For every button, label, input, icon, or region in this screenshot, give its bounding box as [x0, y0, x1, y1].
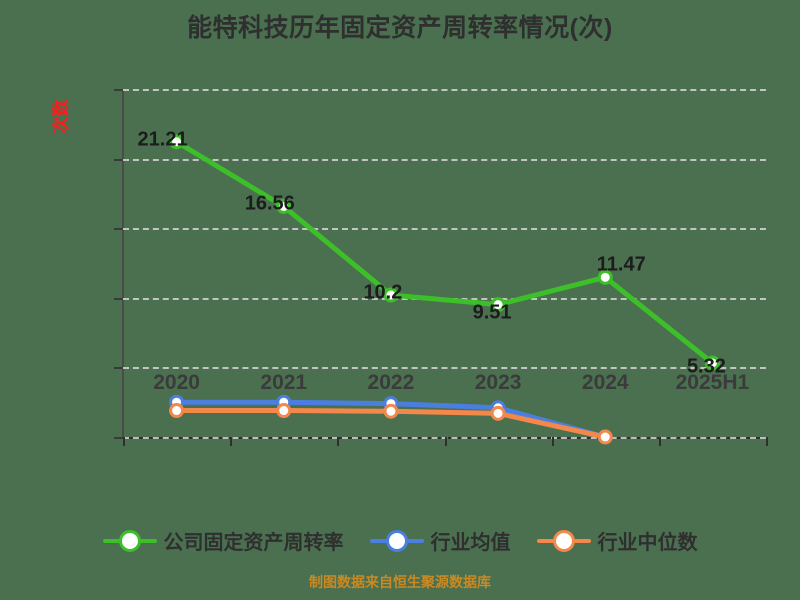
data-point-marker — [597, 269, 613, 285]
x-axis-label: 2023 — [474, 371, 522, 394]
x-axis-label: 2022 — [367, 371, 415, 394]
y-axis-tick — [114, 228, 123, 231]
legend-item-1[interactable]: 公司固定资产周转率 — [102, 526, 344, 555]
data-label: 9.51 — [472, 301, 512, 324]
x-axis-tick — [230, 437, 233, 446]
legend-marker-icon — [536, 528, 591, 552]
y-axis-tick — [114, 89, 123, 91]
data-label: 10.2 — [363, 281, 403, 304]
legend-marker-icon — [102, 528, 157, 552]
gridline — [123, 228, 766, 231]
legend-marker-icon — [369, 528, 424, 552]
data-label: 21.21 — [137, 128, 188, 151]
data-point-marker — [383, 287, 399, 303]
plot-area: 21.21 16.56 10.2 9.51 11.47 5.32 — [114, 89, 768, 446]
series-line — [174, 139, 715, 366]
legend-label: 行业均值 — [430, 531, 511, 554]
chart-legend: 公司固定资产周转率 行业均值 行业中位数 — [0, 512, 800, 568]
data-point-marker — [704, 355, 720, 371]
y-axis-tick — [114, 437, 123, 439]
data-label: 5.32 — [686, 355, 726, 378]
y-axis-tick — [114, 297, 123, 300]
series-lines — [169, 134, 720, 445]
x-axis-tick — [766, 437, 768, 446]
data-point-marker — [276, 198, 292, 214]
data-point-marker — [169, 403, 185, 419]
chart-title: 能特科技历年固定资产周转率情况(次) — [187, 14, 613, 42]
data-point-marker — [490, 297, 506, 313]
legend-item-3[interactable]: 行业中位数 — [536, 526, 698, 555]
y-axis-unit-watermark: 次数 — [51, 99, 71, 134]
x-axis-label: 2020 — [153, 371, 200, 394]
x-axis-tick — [658, 437, 661, 446]
y-axis-tick — [114, 367, 123, 370]
x-axis-tick — [551, 437, 554, 446]
data-label: 11.47 — [596, 253, 646, 276]
x-axis-tick — [444, 437, 447, 446]
legend-label: 行业中位数 — [597, 531, 698, 554]
data-point-marker — [490, 405, 506, 421]
legend-item-2[interactable]: 行业均值 — [369, 526, 511, 555]
data-point-marker — [383, 403, 399, 419]
data-point-marker — [597, 429, 613, 445]
gridline — [123, 89, 766, 91]
data-point-marker — [169, 134, 185, 150]
x-axis-tick — [337, 437, 340, 446]
y-axis-line — [122, 89, 124, 437]
chart-footnote: 制图数据来自恒生聚源数据库 — [309, 574, 491, 590]
data-point-marker — [276, 403, 292, 419]
gridline — [123, 367, 766, 370]
x-axis-tick — [123, 437, 125, 446]
gridline — [123, 158, 766, 161]
x-axis-label: 2024 — [581, 371, 629, 394]
x-axis-label: 2025H1 — [675, 371, 750, 394]
data-label: 16.56 — [244, 192, 295, 215]
y-axis-tick — [114, 158, 123, 161]
x-axis-label: 2021 — [260, 371, 308, 394]
legend-label: 公司固定资产周转率 — [163, 531, 344, 554]
